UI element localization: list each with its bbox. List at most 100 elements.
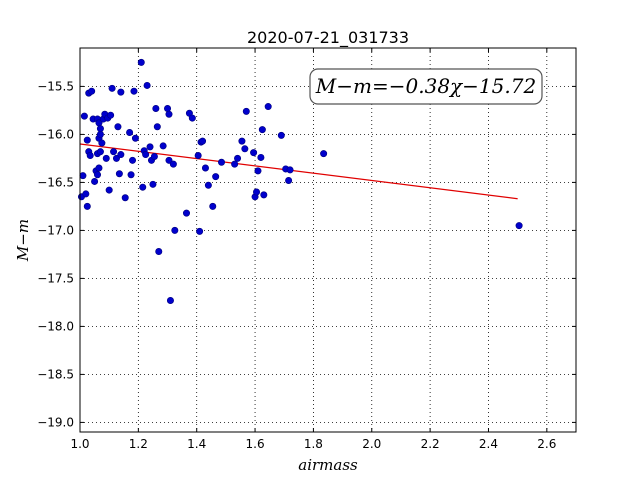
x-tick-label: 2.4 (479, 437, 498, 451)
data-point (79, 172, 87, 180)
data-point (108, 84, 116, 92)
data-point (130, 87, 138, 95)
annotation-box (309, 68, 543, 105)
data-point (166, 296, 174, 304)
y-tick-label: −16.5 (37, 175, 74, 189)
data-point (164, 104, 172, 112)
x-tick-label: 2.6 (537, 437, 556, 451)
data-point (194, 152, 202, 160)
y-tick-label: −18.0 (37, 319, 74, 333)
y-tick-labels: −15.5 −16.0 −16.5 −17.0 −17.5 −18.0 −18.5 −19.0 (37, 79, 74, 429)
data-points (77, 58, 523, 304)
x-tick-label: 1.6 (246, 437, 265, 451)
y-tick-label: −18.5 (37, 367, 74, 381)
data-point (152, 104, 160, 112)
data-point (102, 154, 110, 162)
data-point (82, 190, 90, 198)
data-point (260, 191, 268, 199)
data-point (112, 154, 120, 162)
data-point (83, 202, 91, 210)
data-point (242, 107, 250, 115)
data-point (264, 103, 272, 111)
y-tick-label: −17.5 (37, 271, 74, 285)
data-point (169, 160, 177, 168)
data-point (143, 81, 151, 89)
data-point (95, 164, 103, 172)
data-point (241, 145, 249, 153)
data-point (129, 156, 137, 164)
y-tick-label: −16.0 (37, 127, 74, 141)
data-point (114, 123, 122, 131)
data-point (218, 158, 226, 166)
data-point (117, 88, 125, 96)
data-point (253, 188, 261, 196)
x-tick-label: 1.2 (129, 437, 148, 451)
data-point (98, 139, 106, 147)
x-tick-label: 2.0 (362, 437, 381, 451)
data-point (199, 137, 207, 145)
data-point (96, 130, 104, 138)
data-point (150, 152, 158, 160)
data-point (201, 164, 209, 172)
data-point (231, 160, 239, 168)
data-point (117, 151, 125, 159)
data-point (96, 148, 104, 156)
y-axis-label: M−m (14, 219, 32, 262)
data-point (137, 58, 145, 66)
data-point (277, 131, 285, 139)
data-point (159, 142, 167, 150)
data-point (149, 180, 157, 188)
data-point (258, 126, 266, 134)
data-point (115, 170, 123, 178)
data-point (142, 151, 150, 159)
axis-ticks (79, 48, 576, 432)
data-point (94, 171, 102, 179)
chart-title: 2020-07-21_031733 (247, 28, 409, 48)
plot-frame (79, 47, 577, 433)
data-point (86, 152, 94, 160)
data-point (165, 110, 173, 118)
data-point (153, 123, 161, 131)
data-point (96, 125, 104, 133)
data-point (285, 176, 293, 184)
data-point (212, 173, 220, 181)
y-tick-label: −19.0 (37, 415, 74, 429)
x-axis-label: airmass (298, 456, 358, 474)
data-point (515, 222, 523, 230)
data-point (254, 167, 262, 175)
data-point (126, 128, 134, 136)
data-point (188, 114, 196, 122)
data-point (182, 209, 190, 217)
x-tick-label: 2.2 (421, 437, 440, 451)
data-point (250, 149, 258, 157)
x-tick-labels: 1.0 1.2 1.4 1.6 1.8 2.0 2.2 2.4 2.6 (70, 437, 556, 451)
data-point (107, 111, 115, 119)
data-point (209, 202, 217, 210)
data-point (320, 150, 328, 158)
fit-line (79, 143, 518, 200)
y-tick-label: −15.5 (37, 79, 74, 93)
x-tick-label: 1.8 (304, 437, 323, 451)
data-point (171, 226, 179, 234)
data-point (80, 112, 88, 120)
data-point (91, 177, 99, 185)
y-tick-label: −17.0 (37, 223, 74, 237)
data-point (88, 87, 96, 95)
data-point (121, 194, 129, 202)
data-point (238, 137, 246, 145)
data-point (286, 166, 294, 174)
data-point (234, 154, 242, 162)
x-tick-label: 1.0 (70, 437, 89, 451)
data-point (131, 134, 139, 142)
x-tick-label: 1.4 (187, 437, 206, 451)
data-point (257, 153, 265, 161)
data-point (196, 227, 204, 235)
data-point (105, 186, 113, 194)
data-point (83, 136, 91, 144)
data-point (127, 171, 135, 179)
data-point (165, 156, 173, 164)
data-point (146, 143, 154, 151)
annotation-text: M−m=−0.38χ−15.72 (315, 74, 536, 98)
data-point (155, 248, 163, 256)
data-point (139, 183, 147, 191)
